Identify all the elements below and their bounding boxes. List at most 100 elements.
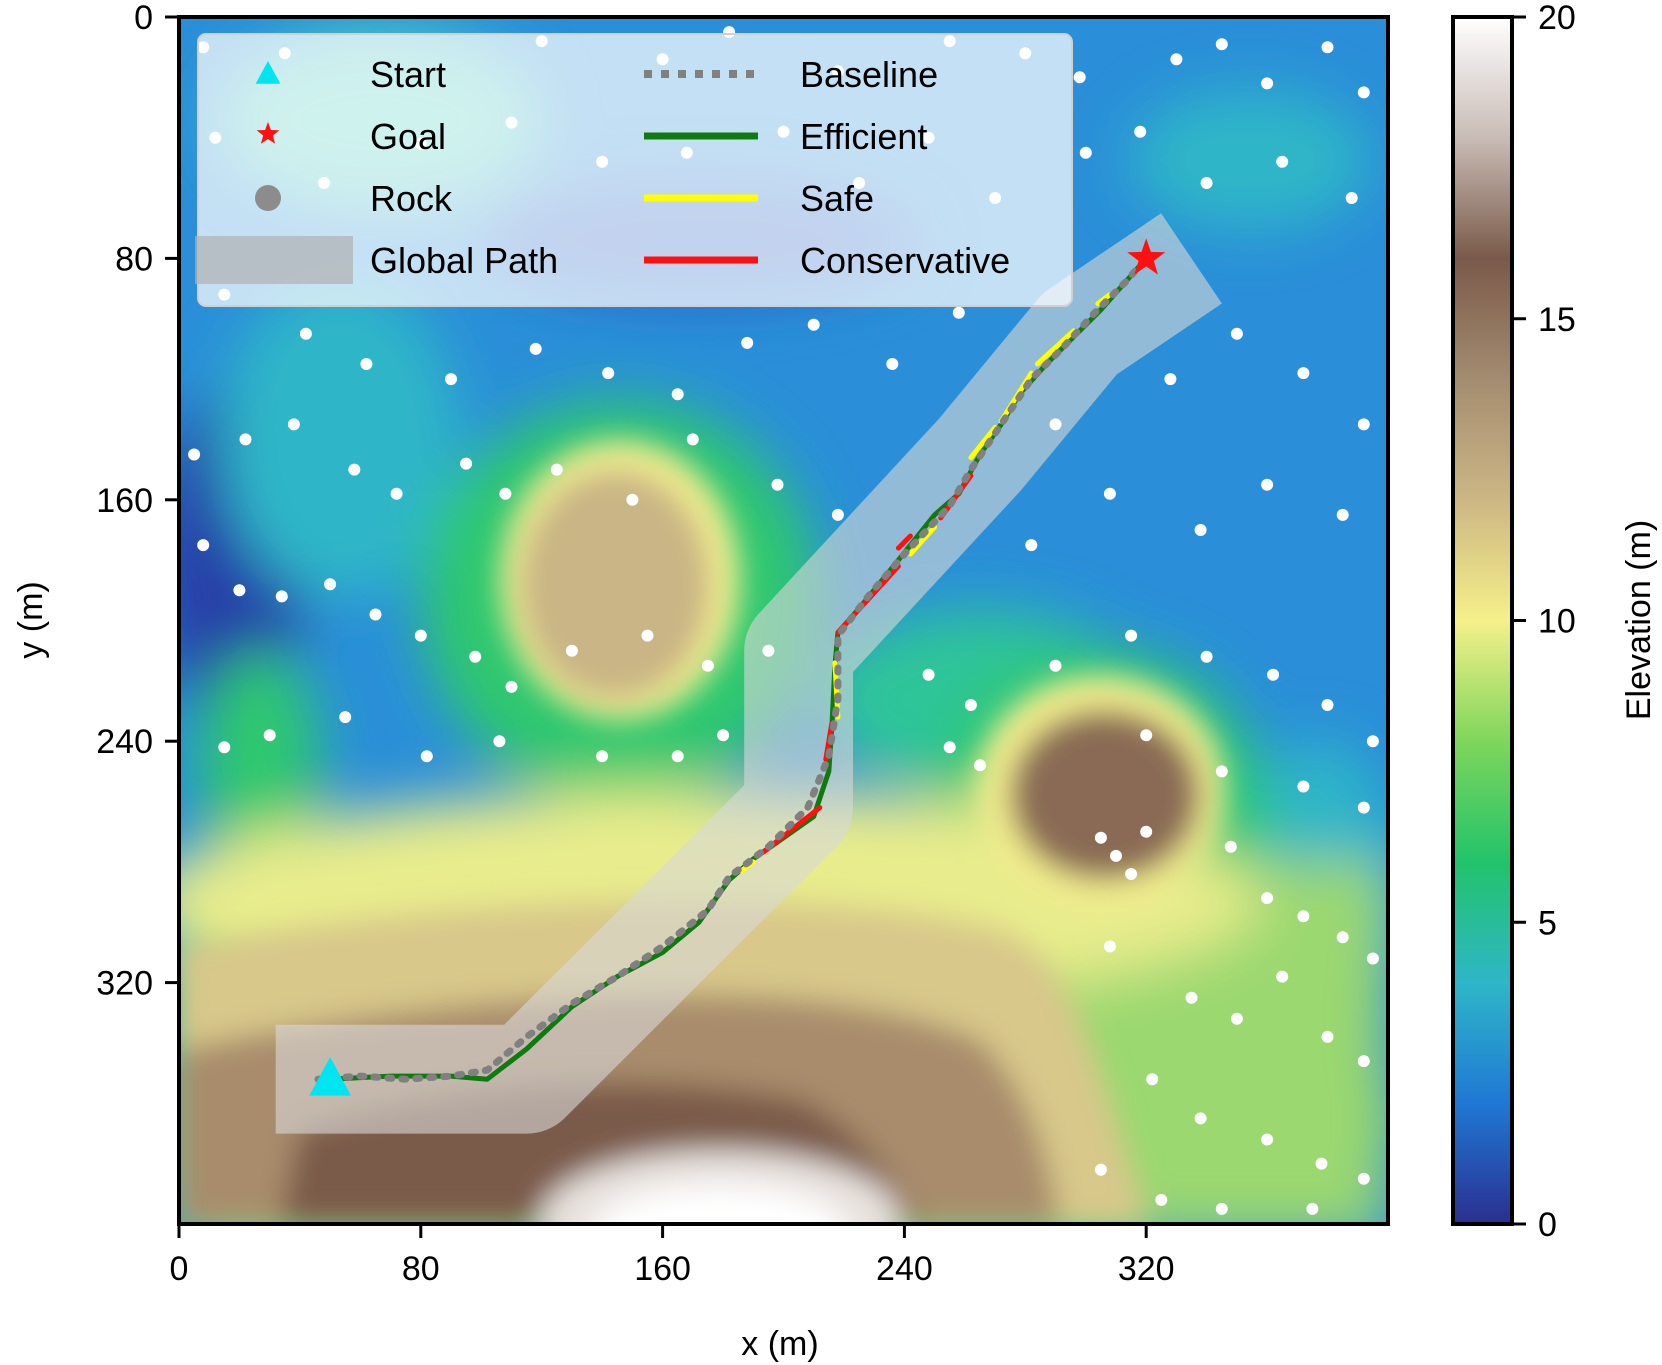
rock-92 — [1140, 729, 1153, 742]
start-marker — [309, 1057, 352, 1096]
rock-70 — [565, 644, 578, 657]
legend: Start Goal Rock Global Path Baseline Efficien… — [195, 33, 1073, 307]
rock-75 — [964, 699, 977, 711]
rock-103 — [1336, 931, 1349, 944]
legend-label: Start — [370, 54, 446, 95]
rock-101 — [1261, 892, 1274, 905]
rock-91 — [974, 759, 986, 772]
x-tick-label-0: 0 — [170, 1250, 189, 1288]
rock-110 — [1357, 1055, 1370, 1068]
legend-box — [197, 33, 1073, 307]
rock-119 — [1306, 1202, 1319, 1215]
x-tick-label-4: 320 — [1118, 1250, 1175, 1288]
colorbar-tick-label-0: 0 — [1538, 1206, 1557, 1244]
rock-59 — [1194, 524, 1207, 536]
rock-114 — [1315, 1157, 1328, 1170]
rock-55 — [771, 478, 784, 491]
safe-segment-2 — [968, 424, 998, 461]
conservative-segment-4 — [895, 533, 913, 551]
rock-90 — [943, 741, 956, 754]
rock-9 — [1170, 53, 1183, 66]
legend-item-global-path: Global Path — [195, 236, 558, 284]
y-axis: 0 80 160 240 320 — [96, 0, 179, 1003]
rock-107 — [1230, 1012, 1243, 1025]
rock-108 — [1276, 970, 1289, 983]
legend-item-start: Start — [255, 54, 446, 95]
rock-66 — [369, 608, 382, 621]
rock-49 — [390, 487, 403, 500]
rock-65 — [324, 578, 337, 591]
rock-35 — [671, 388, 684, 401]
legend-item-safe: Safe — [644, 178, 874, 219]
goal-marker — [1127, 238, 1166, 275]
rock-53 — [626, 493, 639, 506]
rock-72 — [701, 659, 714, 672]
rock-52 — [550, 463, 563, 476]
x-tick-label-3: 240 — [876, 1250, 933, 1288]
rock-93 — [1215, 765, 1228, 778]
rock-73 — [762, 644, 775, 657]
rock-54 — [686, 433, 699, 446]
rock-32 — [445, 373, 457, 386]
x-tick-label-2: 160 — [634, 1250, 691, 1288]
colorbar-label: Elevation (m) — [1620, 520, 1658, 720]
x-axis-label: x (m) — [741, 1325, 818, 1363]
y-tick-label-2: 160 — [96, 482, 153, 520]
rock-50 — [460, 457, 473, 470]
legend-item-rock: Rock — [255, 178, 453, 219]
legend-star-icon — [256, 122, 280, 144]
colorbar-tick-label-1: 5 — [1538, 904, 1557, 942]
colorbar-tick-label-3: 15 — [1538, 301, 1576, 339]
rock-13 — [1357, 86, 1370, 99]
rock-8 — [1073, 71, 1086, 84]
rock-68 — [469, 650, 482, 663]
rock-111 — [1146, 1073, 1159, 1086]
rock-25 — [1134, 125, 1147, 138]
rock-46 — [239, 433, 252, 446]
rock-47 — [287, 418, 300, 431]
rock-56 — [831, 508, 844, 521]
rock-40 — [1049, 418, 1062, 431]
legend-circle-icon — [255, 185, 281, 211]
rock-51 — [499, 487, 512, 500]
rock-69 — [505, 680, 518, 693]
legend-label: Rock — [370, 178, 453, 219]
colorbar: 0 5 10 15 20 Elevation (m) — [1451, 0, 1658, 1244]
paths-layer — [314, 254, 1150, 1083]
rock-43 — [1297, 367, 1310, 380]
legend-label: Safe — [800, 178, 874, 219]
rock-94 — [1297, 780, 1310, 793]
legend-item-goal: Goal — [256, 116, 446, 157]
rock-36 — [741, 336, 754, 349]
rock-82 — [218, 741, 231, 754]
rock-80 — [1321, 699, 1334, 711]
rock-34 — [602, 367, 615, 380]
rock-38 — [886, 358, 899, 370]
legend-item-baseline: Baseline — [644, 54, 938, 95]
rock-71 — [641, 629, 654, 642]
rock-115 — [1357, 1172, 1370, 1185]
rock-100 — [1224, 840, 1237, 853]
rock-106 — [1185, 991, 1198, 1004]
rock-62 — [197, 539, 210, 552]
rock-77 — [1125, 629, 1138, 642]
rock-81 — [1366, 735, 1379, 748]
rock-79 — [1267, 668, 1280, 681]
legend-label: Conservative — [800, 240, 1010, 281]
rock-102 — [1297, 910, 1310, 923]
legend-triangle-icon — [255, 61, 281, 84]
legend-item-conservative: Conservative — [644, 240, 1010, 281]
y-axis-label: y (m) — [12, 581, 50, 658]
rock-10 — [1215, 38, 1228, 51]
rock-105 — [1103, 940, 1116, 953]
rock-104 — [1366, 952, 1379, 965]
rock-28 — [1345, 192, 1358, 204]
rock-96 — [1094, 831, 1107, 844]
rock-86 — [493, 735, 506, 748]
rock-42 — [1230, 327, 1243, 340]
x-axis: 0 80 160 240 320 — [170, 1224, 1175, 1288]
rock-109 — [1321, 1030, 1334, 1043]
rock-99 — [1140, 825, 1153, 838]
rock-88 — [671, 750, 684, 763]
rock-48 — [348, 463, 361, 476]
